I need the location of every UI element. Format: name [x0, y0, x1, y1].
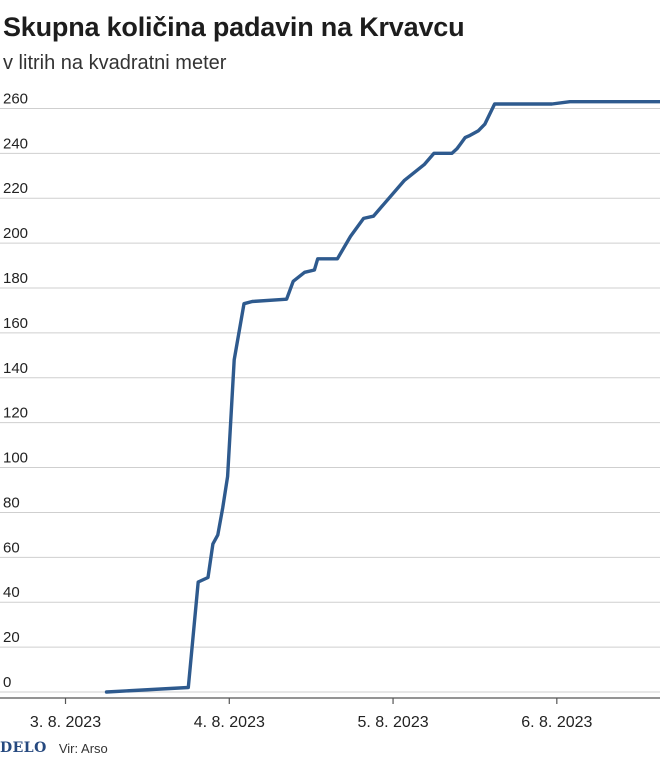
- y-tick-label: 240: [3, 135, 28, 152]
- x-tick-label: 6. 8. 2023: [521, 714, 592, 731]
- y-tick-label: 260: [3, 90, 28, 107]
- y-tick-label: 160: [3, 315, 28, 332]
- y-tick-label: 100: [3, 450, 28, 467]
- y-tick-label: 80: [3, 494, 20, 511]
- y-tick-label: 40: [3, 584, 20, 601]
- y-tick-label: 180: [3, 270, 28, 287]
- delo-logo: DELO: [0, 740, 47, 756]
- y-tick-label: 140: [3, 360, 28, 377]
- chart-subtitle: v litrih na kvadratni meter: [3, 52, 227, 74]
- footer: DELO Vir: Arso: [0, 738, 108, 758]
- y-tick-label: 220: [3, 180, 28, 197]
- y-tick-label: 60: [3, 539, 20, 556]
- x-tick-label: 4. 8. 2023: [194, 714, 265, 731]
- chart-title: Skupna količina padavin na Krvavcu: [3, 12, 465, 42]
- y-tick-label: 0: [3, 674, 11, 691]
- y-tick-label: 120: [3, 405, 28, 422]
- x-tick-label: 5. 8. 2023: [357, 714, 428, 731]
- source-note: Vir: Arso: [58, 740, 108, 756]
- y-tick-label: 20: [3, 629, 20, 646]
- x-tick-label: 3. 8. 2023: [30, 714, 101, 731]
- series-line-cumulative-precipitation: [104, 99, 660, 694]
- y-tick-label: 200: [3, 225, 28, 242]
